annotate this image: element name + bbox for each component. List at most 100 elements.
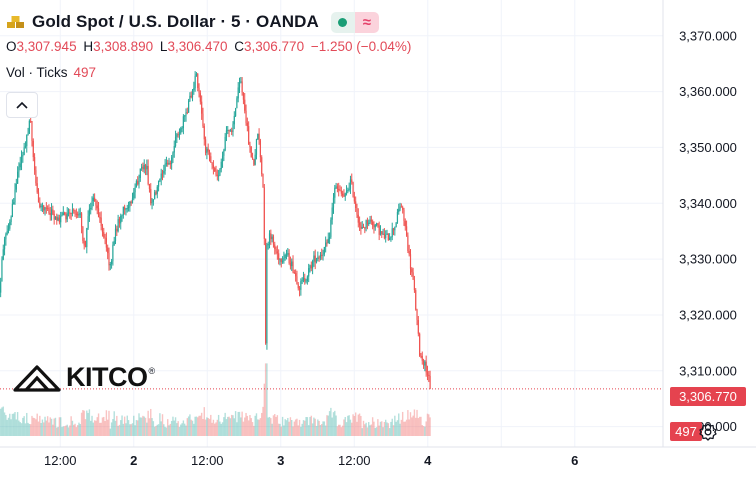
volume-bar [67,427,70,436]
candle-body [328,236,331,239]
ohlc-values: O3,307.945 H3,308.890 L3,306.470 C3,306.… [6,39,414,54]
volume-bar [24,423,27,436]
volume-bar [324,425,327,436]
volume-legend[interactable]: Vol · Ticks 497 [6,65,96,80]
candle-body [190,95,192,98]
volume-bar [272,415,275,436]
volume-bar [62,426,65,436]
candle-body [167,162,169,165]
volume-bar [411,417,413,436]
candle-body [150,188,152,204]
volume-bar [237,411,239,436]
candle-body [94,197,96,202]
volume-bar [240,417,242,436]
candle-body [215,171,217,175]
collapse-legend-button[interactable] [6,92,38,118]
candle-body [212,165,215,169]
candle-body [186,112,188,114]
volume-bar [302,420,305,436]
candle-body [125,208,127,210]
symbol-title[interactable]: Gold Spot / U.S. Dollar · 5 · OANDA [32,12,319,31]
volume-bar [335,415,337,436]
volume-bar [11,413,14,436]
volume-bar [1,407,3,436]
candle-body [237,87,239,99]
volume-bar [19,422,21,436]
volume-bar [381,421,383,436]
volume-bar [371,417,374,436]
volume-label: Vol · Ticks [6,65,68,80]
volume-bar [377,419,379,436]
candle-body [193,88,195,91]
candle-body [408,250,410,255]
candle-body [415,290,417,310]
volume-bar [382,427,384,436]
price-axis[interactable]: 3,370.000 3,360.000 3,350.000 3,340.000 3,33… [679,28,737,434]
candle-body [44,207,46,211]
candle-body [280,259,282,262]
settings-gear-icon[interactable] [698,422,718,442]
candle-body [424,361,426,366]
volume-bar [327,415,329,436]
volume-bar [284,419,286,436]
volume-bar [319,425,322,436]
candle-body [358,222,361,226]
candle-body [275,249,277,252]
candle-body [396,212,399,223]
x-tick-label: 12:00 [44,453,77,468]
candle-body [251,157,254,160]
volume-bar [408,419,410,436]
wave-icon[interactable]: ≈ [354,11,379,33]
volume-bar [233,418,235,436]
candle-body [169,163,171,165]
volume-bar [66,424,68,436]
volume-bar [210,414,212,436]
candle-body [116,228,118,232]
candle-body [177,134,179,136]
candle-body [263,187,265,239]
volume-bar [160,421,162,436]
candle-body [173,145,175,153]
candle-body [223,150,225,156]
volume-bar [287,417,289,436]
candle-body [113,240,115,245]
candle-body [309,265,311,269]
volume-bar [250,418,252,436]
candle-body [110,261,113,264]
candle-body [343,195,345,197]
candle-body [14,189,16,203]
candle-body [90,208,92,210]
candle-body [411,268,413,273]
volume-bar [97,413,100,436]
volume-bar [148,418,151,436]
candle-body [267,244,269,246]
volume-bar [294,419,297,436]
market-open-indicator[interactable] [330,11,355,33]
volume-bar [9,413,11,436]
candle-body [103,232,105,238]
volume-bar [139,417,142,436]
candle-body [26,135,28,147]
volume-bar [180,424,182,436]
volume-bar [93,420,96,436]
candle-body [362,226,365,228]
time-axis[interactable]: 12:00 2 12:00 3 12:00 4 6 [44,453,578,468]
candle-body [163,170,165,174]
candle-body [392,228,395,231]
volume-bar [300,426,302,436]
candle-body [330,219,332,237]
candle-body [304,277,306,282]
candle-body [429,375,431,389]
candle-body [171,157,173,165]
volume-bar [354,412,357,436]
volume-bar [189,414,191,436]
candle-body [285,254,288,256]
candle-body [84,245,87,248]
volume-bar [351,422,353,436]
candle-body [117,219,119,232]
volume-bar [191,420,194,436]
candle-body [353,196,355,202]
volume-bar [358,413,361,436]
volume-bar [267,417,269,436]
